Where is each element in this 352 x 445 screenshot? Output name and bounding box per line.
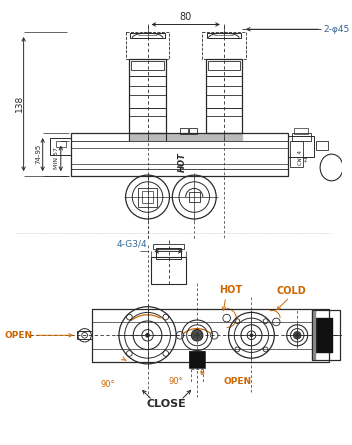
Bar [288,136,314,157]
Bar [131,61,164,70]
Text: HOT: HOT [219,284,242,295]
Text: 2-φ45: 2-φ45 [323,25,349,34]
Text: HOT: HOT [178,152,187,172]
Bar [138,187,157,206]
Bar [189,351,205,368]
Circle shape [191,330,203,341]
Bar [207,33,241,38]
Bar [312,311,340,360]
Text: MIN 57: MIN 57 [55,147,59,169]
Text: 138: 138 [15,95,24,112]
Text: OPEN: OPEN [224,376,252,385]
Bar [126,32,169,59]
Text: CW 4
+I: CW 4 +I [297,150,308,166]
Bar [206,59,242,133]
Text: COLD: COLD [277,287,306,296]
Bar [130,59,166,133]
Circle shape [145,333,150,338]
Bar [189,192,200,202]
Text: 74-95: 74-95 [36,144,42,164]
Bar [151,257,186,284]
Bar [56,141,65,146]
Circle shape [296,334,298,337]
Bar [189,351,205,368]
Circle shape [194,332,200,338]
Bar [290,141,303,167]
Text: 90°: 90° [169,376,183,385]
Bar [142,191,153,203]
Text: 90°: 90° [100,380,115,389]
Bar [202,32,246,59]
Bar [71,133,288,176]
Text: 4-G3/4: 4-G3/4 [117,239,147,248]
Circle shape [250,333,253,337]
Bar [316,141,328,150]
Bar [153,244,184,248]
Text: CLOSE: CLOSE [147,399,187,409]
Bar [312,311,340,360]
Bar [291,133,310,141]
Bar [189,129,197,134]
Bar [130,33,165,38]
Text: 80: 80 [180,12,192,22]
Bar [156,247,181,259]
Bar [50,138,71,155]
Circle shape [294,332,301,339]
Bar [180,129,188,134]
Bar [92,308,329,362]
Bar [294,129,308,134]
Bar [208,61,240,70]
Text: OPEN: OPEN [4,331,32,340]
